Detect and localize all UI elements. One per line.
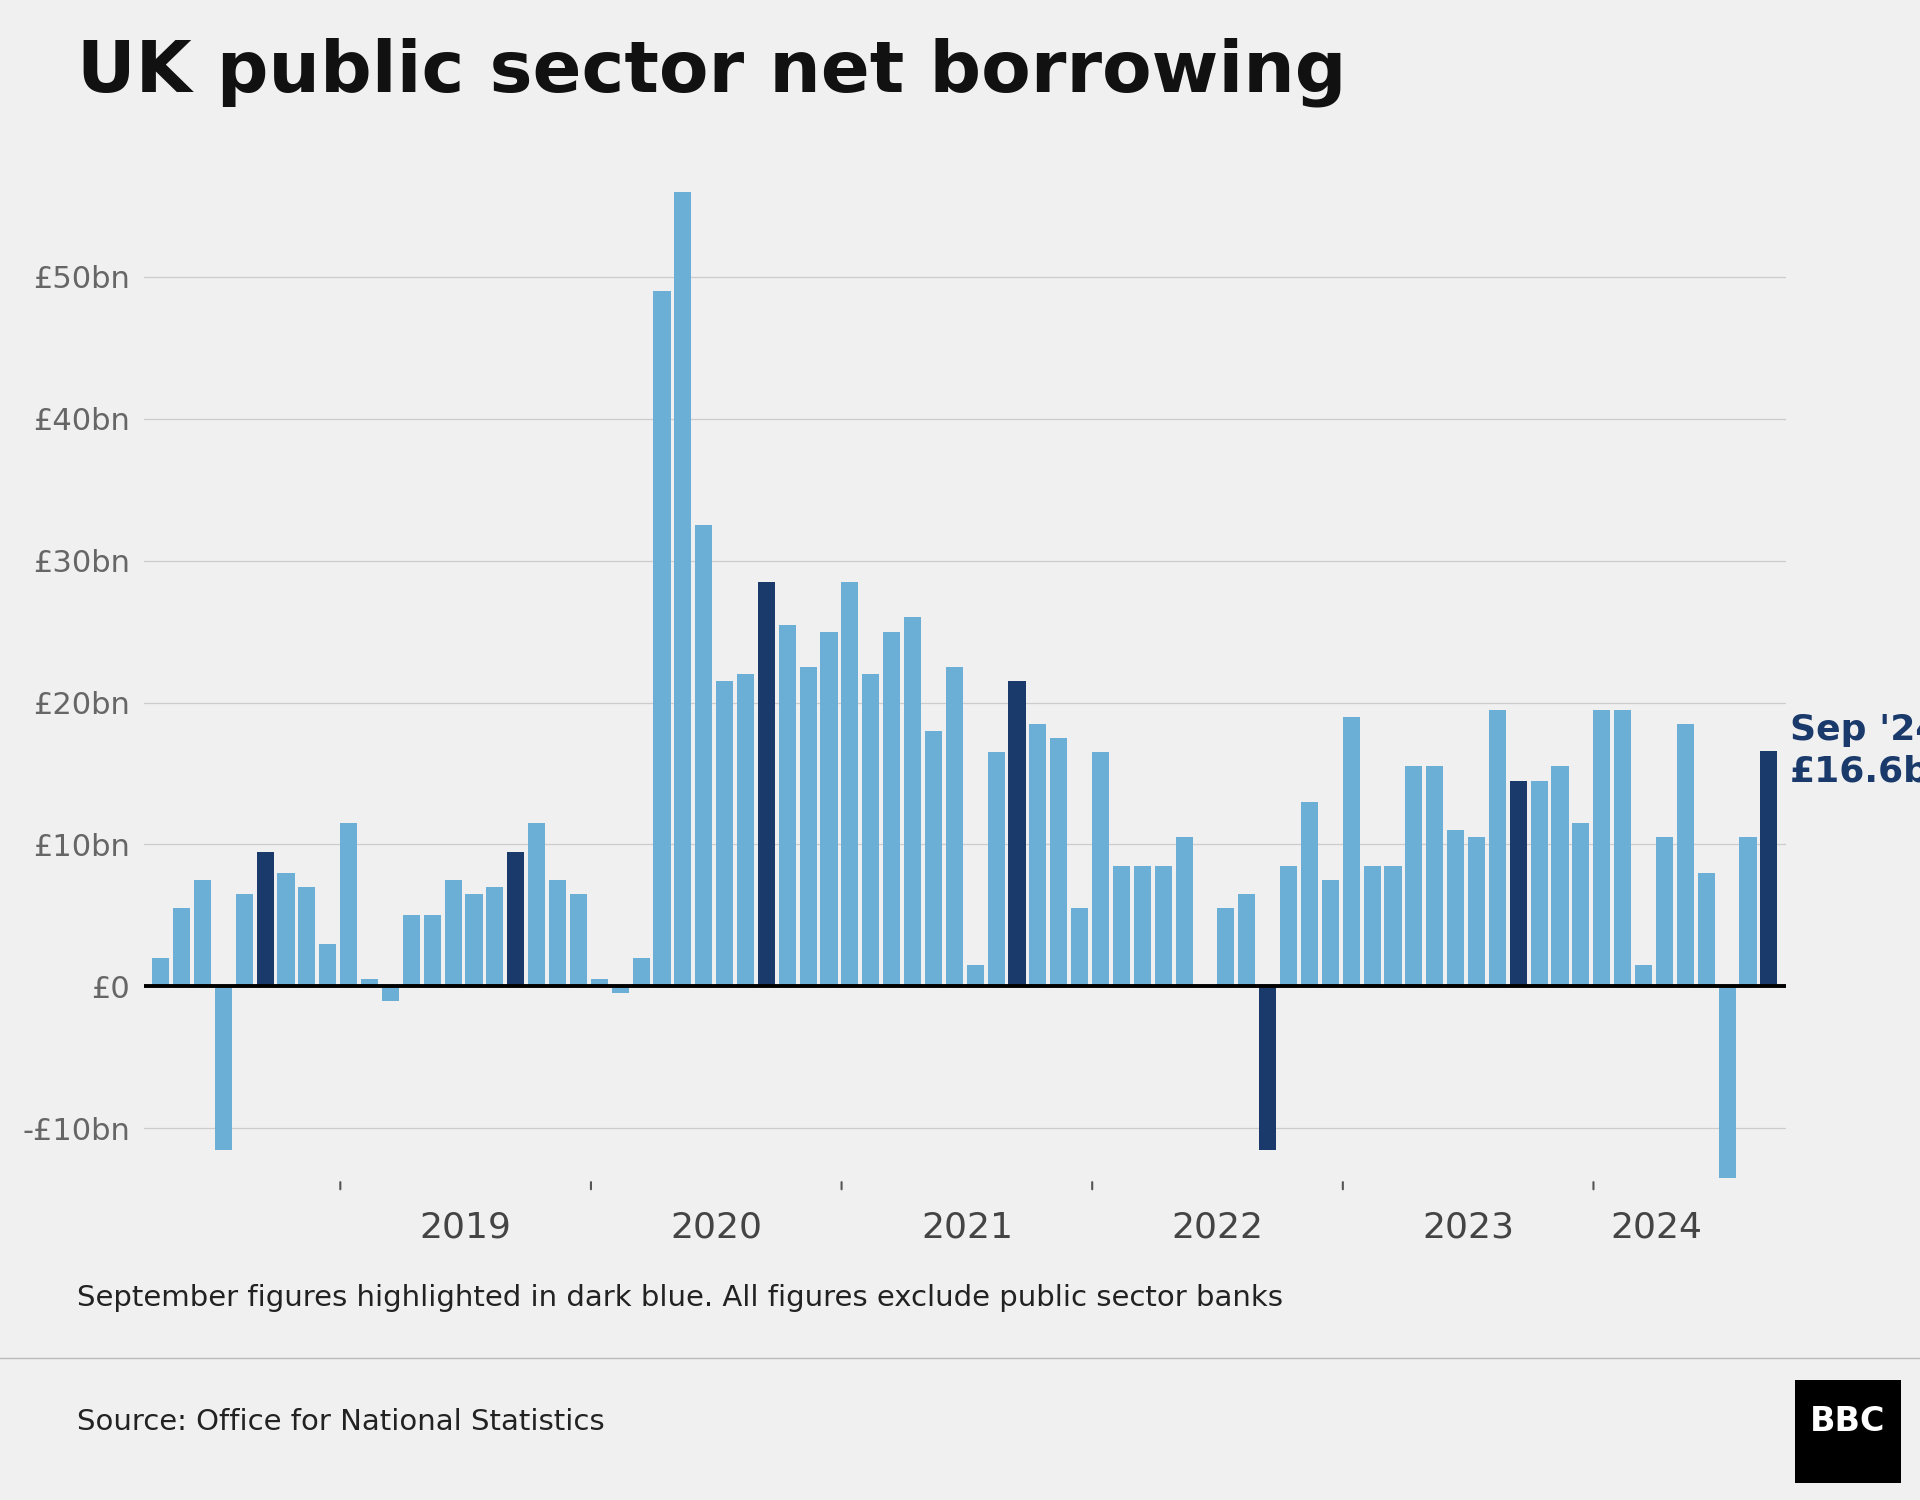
Bar [1071,909,1089,987]
Bar [1175,837,1192,987]
Bar [1135,865,1150,987]
Bar [1008,681,1025,987]
Bar [758,582,776,987]
Bar [570,894,588,987]
FancyBboxPatch shape [1795,1380,1901,1484]
Bar [173,909,190,987]
Bar [215,987,232,1149]
Bar [1530,780,1548,987]
Bar [507,852,524,987]
Bar [465,894,482,987]
Text: UK public sector net borrowing: UK public sector net borrowing [77,38,1346,106]
Bar [1154,865,1171,987]
Text: BBC: BBC [1811,1406,1885,1438]
Bar [1594,710,1611,987]
Bar [194,880,211,987]
Bar [947,668,964,987]
Bar [1488,710,1505,987]
Bar [486,886,503,987]
Bar [1302,802,1317,987]
Bar [1260,987,1277,1149]
Text: September figures highlighted in dark blue. All figures exclude public sector ba: September figures highlighted in dark bl… [77,1284,1283,1312]
Bar [1050,738,1068,987]
Bar [820,632,837,987]
Bar [1281,865,1298,987]
Bar [1217,909,1235,987]
Bar [1740,837,1757,987]
Bar [1469,837,1484,987]
Bar [716,681,733,987]
Bar [925,730,943,987]
Bar [1238,894,1256,987]
Bar [1384,865,1402,987]
Text: 2019: 2019 [420,1210,511,1245]
Bar [549,880,566,987]
Bar [445,880,461,987]
Bar [424,915,442,987]
Bar [257,852,275,987]
Bar [1718,987,1736,1178]
Bar [361,980,378,987]
Bar [612,987,628,993]
Bar [1655,837,1672,987]
Bar [1092,752,1110,987]
Text: Sep '24
£16.6bn: Sep '24 £16.6bn [1789,714,1920,788]
Text: 2023: 2023 [1423,1210,1515,1245]
Bar [1761,752,1778,987]
Bar [1551,766,1569,987]
Bar [1676,724,1693,987]
Bar [298,886,315,987]
Bar [862,674,879,987]
Bar [1427,766,1444,987]
Bar [737,674,755,987]
Bar [382,987,399,1000]
Bar [278,873,294,987]
Bar [1572,824,1590,987]
Bar [653,291,670,987]
Bar [1448,831,1465,987]
Bar [841,582,858,987]
Bar [403,915,420,987]
Bar [1636,964,1651,987]
Text: 2024: 2024 [1611,1210,1703,1245]
Bar [591,980,609,987]
Bar [1321,880,1338,987]
Text: 2021: 2021 [922,1210,1014,1245]
Bar [319,944,336,987]
Bar [1615,710,1632,987]
Bar [904,618,922,987]
Bar [883,632,900,987]
Text: 2020: 2020 [670,1210,762,1245]
Bar [528,824,545,987]
Bar [236,894,253,987]
Bar [340,824,357,987]
Bar [1363,865,1380,987]
Bar [1342,717,1359,987]
Bar [1029,724,1046,987]
Text: Source: Office for National Statistics: Source: Office for National Statistics [77,1407,605,1436]
Bar [1114,865,1131,987]
Bar [987,752,1004,987]
Bar [695,525,712,987]
Bar [799,668,816,987]
Bar [632,958,649,987]
Bar [1405,766,1423,987]
Bar [152,958,169,987]
Bar [1509,780,1526,987]
Bar [966,964,983,987]
Bar [780,624,795,987]
Text: 2022: 2022 [1171,1210,1263,1245]
Bar [1697,873,1715,987]
Bar [674,192,691,987]
